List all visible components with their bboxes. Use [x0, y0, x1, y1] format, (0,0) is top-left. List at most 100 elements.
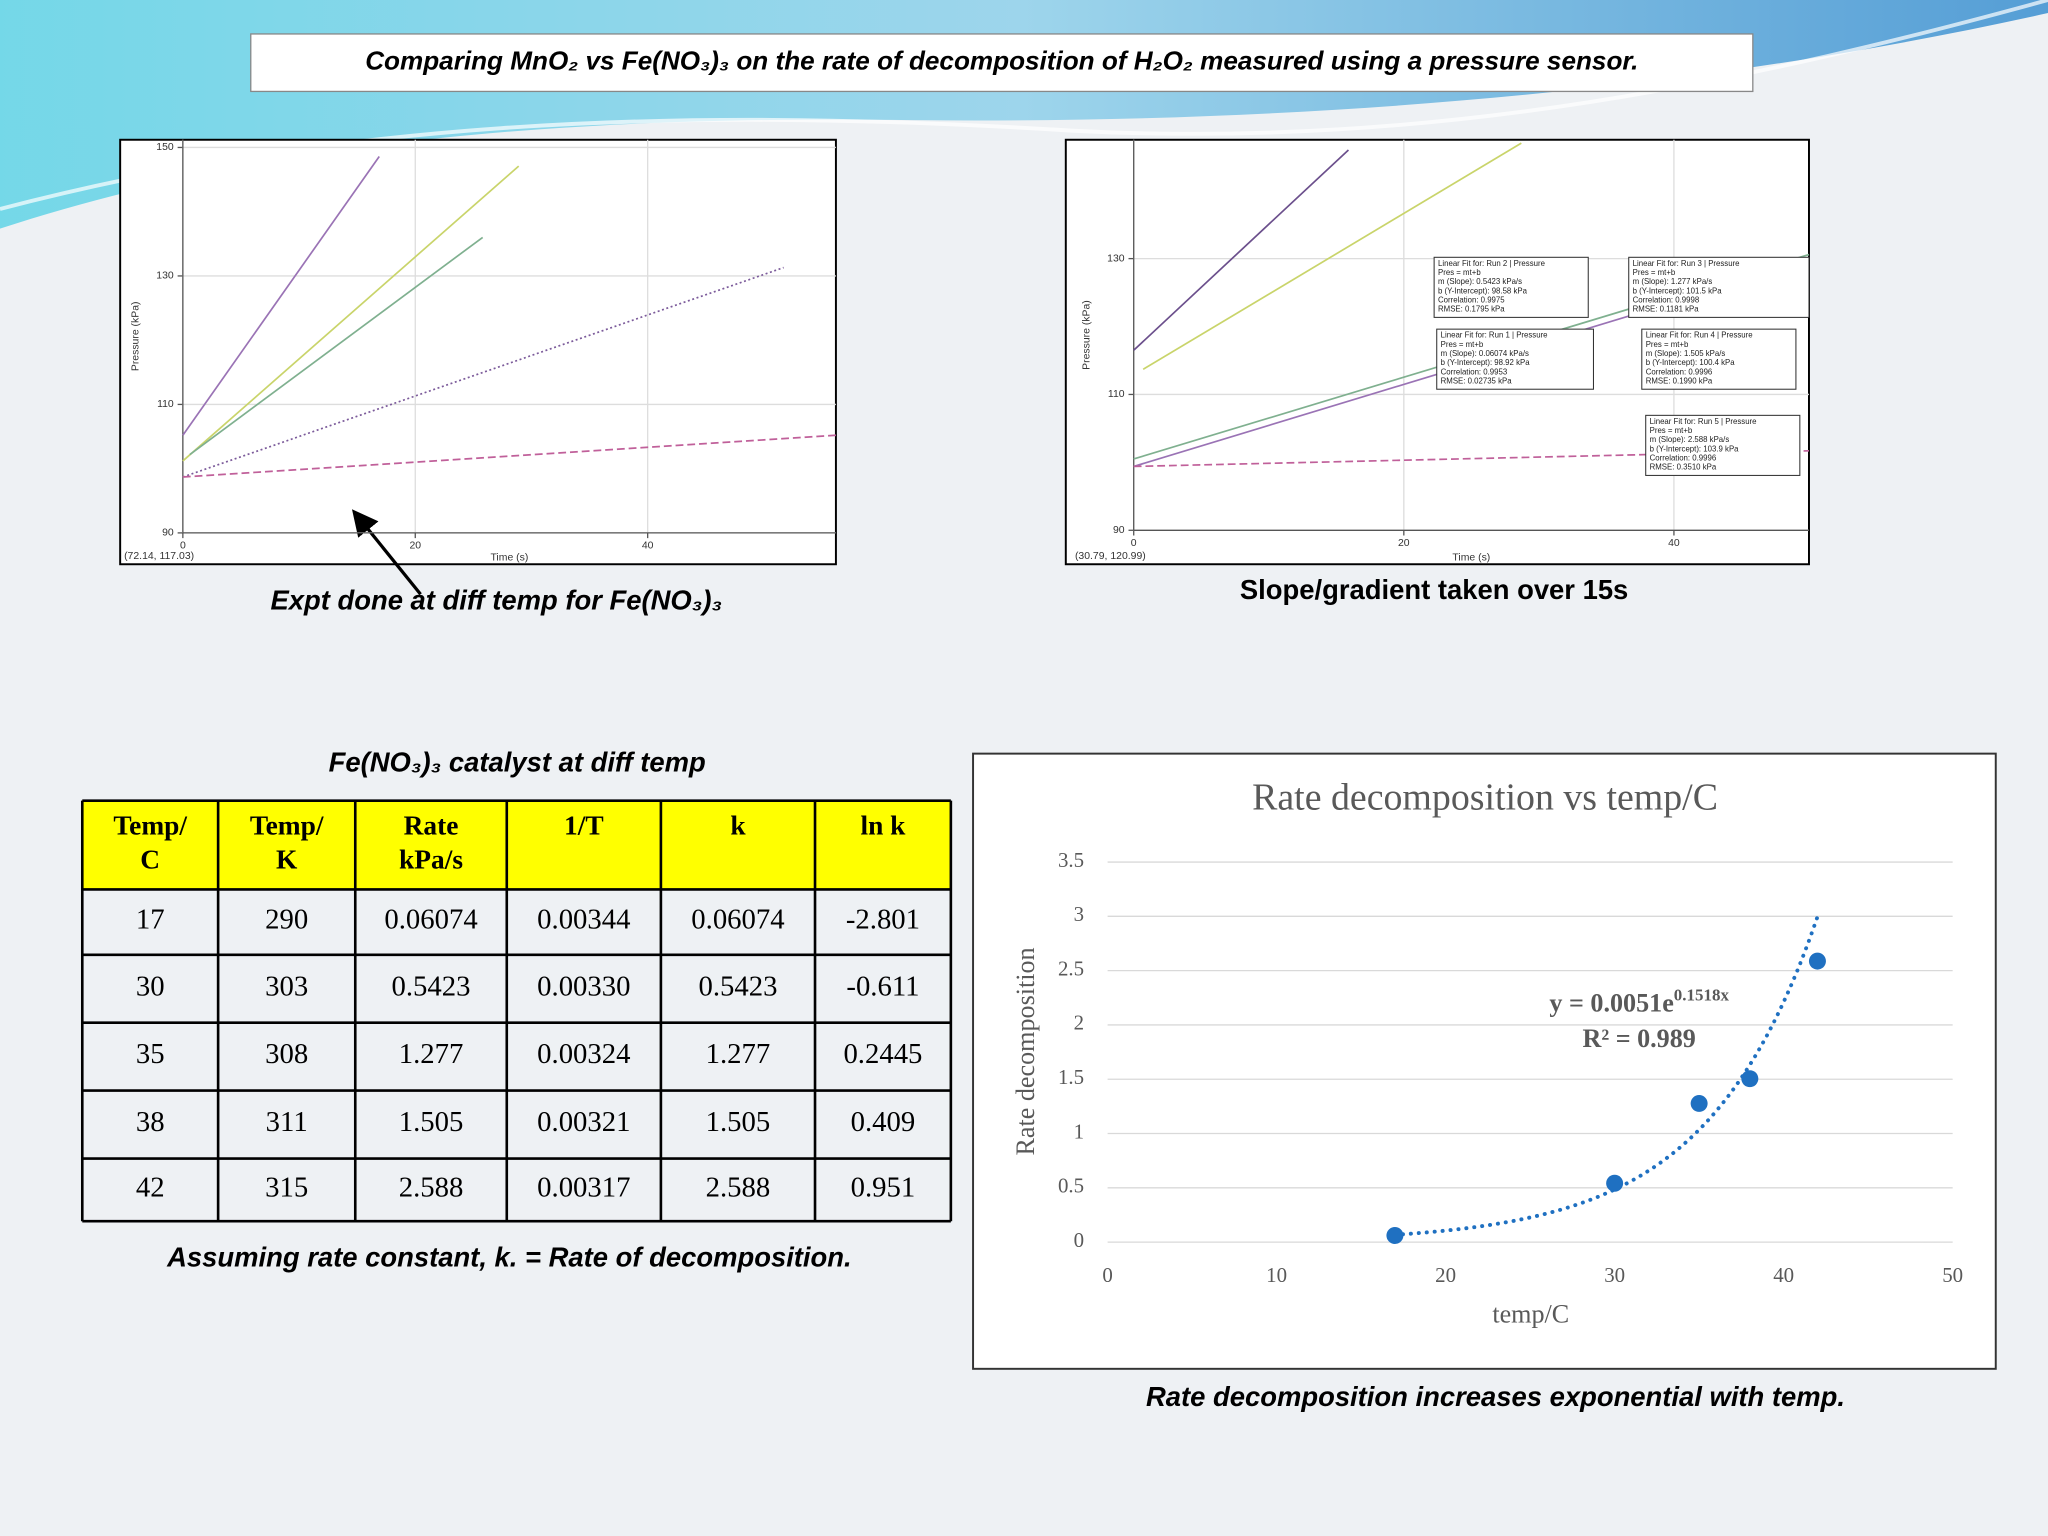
- table-cell: 1.505: [399, 1106, 464, 1138]
- fit-text: Correlation: 0.9996: [1646, 367, 1713, 376]
- caption: Slope/gradient taken over 15s: [1240, 574, 1628, 605]
- table-cell: 0.951: [851, 1171, 916, 1203]
- x-axis-label: temp/C: [1492, 1300, 1569, 1329]
- data-point: [1741, 1070, 1759, 1088]
- table-header: K: [276, 844, 298, 874]
- series-line: [182, 434, 836, 478]
- title-box: [250, 33, 1754, 93]
- x-tick-label: 0: [1102, 1263, 1112, 1287]
- y-tick-label: 130: [156, 271, 174, 282]
- table-cell: 0.00344: [537, 904, 630, 936]
- data-point: [1808, 952, 1826, 970]
- table-cell: 308: [265, 1038, 308, 1070]
- r-squared: R² = 0.989: [1582, 1024, 1695, 1053]
- fit-text: Pres = mt+b: [1438, 268, 1481, 277]
- table-cell: 0.06074: [691, 904, 784, 936]
- series-line: [1133, 449, 1809, 468]
- table-cell: 17: [136, 904, 165, 936]
- fit-text: Pres = mt+b: [1646, 340, 1689, 349]
- table-cell: 1.505: [706, 1106, 771, 1138]
- fit-text: b (Y-Intercept): 98.92 kPa: [1441, 358, 1531, 367]
- fit-text: RMSE: 0.02735 kPa: [1441, 376, 1513, 385]
- caption: Rate decomposition increases exponential…: [1146, 1381, 1845, 1412]
- table-cell: 0.06074: [384, 904, 477, 936]
- table-cell: 1.277: [399, 1038, 464, 1070]
- series-line: [1133, 149, 1350, 351]
- fit-text: Linear Fit for: Run 1 | Pressure: [1441, 331, 1548, 340]
- fit-text: b (Y-Intercept): 101.5 kPa: [1633, 286, 1723, 295]
- table-title: Fe(NO₃)₃ catalyst at diff temp: [329, 746, 706, 777]
- y-tick-label: 0: [1074, 1228, 1084, 1252]
- scatter-chart-frame: [972, 752, 1997, 1370]
- fit-text: RMSE: 0.1181 kPa: [1633, 305, 1700, 314]
- fit-text: Linear Fit for: Run 5 | Pressure: [1650, 417, 1757, 426]
- coordinates: (72.14, 117.03): [124, 551, 194, 562]
- fit-text: Correlation: 0.9996: [1650, 454, 1717, 463]
- sensor-chart-frame: [119, 138, 837, 566]
- y-tick-label: 150: [156, 142, 174, 153]
- table-cell: 42: [136, 1171, 165, 1203]
- x-axis-label: Time (s): [490, 552, 528, 563]
- table-header: ln k: [860, 810, 906, 840]
- table-cell: -2.801: [846, 904, 920, 936]
- trend-equation: y = 0.0051e0.1518x: [1549, 985, 1729, 1017]
- caption: Assuming rate constant, k. = Rate of dec…: [166, 1241, 852, 1272]
- fit-text: Linear Fit for: Run 4 | Pressure: [1646, 331, 1753, 340]
- y-tick-label: 2: [1074, 1011, 1084, 1035]
- x-tick-label: 0: [180, 541, 186, 552]
- fit-text: Pres = mt+b: [1650, 426, 1693, 435]
- fit-text: Pres = mt+b: [1441, 340, 1484, 349]
- table-cell: 0.5423: [392, 970, 471, 1002]
- table-cell: 1.277: [706, 1038, 771, 1070]
- series-line: [1142, 142, 1522, 371]
- series-line: [189, 236, 484, 456]
- table-cell: 0.5423: [698, 970, 777, 1002]
- table-cell: 303: [265, 970, 308, 1002]
- fit-text: RMSE: 0.1795 kPa: [1438, 305, 1505, 314]
- table-header: kPa/s: [399, 844, 463, 874]
- slide-title: Comparing MnO₂ vs Fe(NO₃)₃ on the rate o…: [365, 46, 1638, 76]
- y-axis-label: Rate decomposition: [1011, 947, 1040, 1155]
- table-header: 1/T: [564, 810, 604, 840]
- fit-text: m (Slope): 1.277 kPa/s: [1633, 277, 1713, 286]
- trendline: [1392, 914, 1820, 1237]
- x-tick-label: 10: [1266, 1263, 1287, 1287]
- fit-text: Correlation: 0.9998: [1633, 295, 1700, 304]
- table-cell: 0.00324: [537, 1038, 630, 1070]
- y-tick-label: 3.5: [1058, 848, 1084, 872]
- x-tick-label: 40: [642, 541, 654, 552]
- table-cell: 315: [265, 1171, 308, 1203]
- x-tick-label: 20: [1435, 1263, 1456, 1287]
- y-tick-label: 130: [1107, 253, 1125, 264]
- fit-text: RMSE: 0.3510 kPa: [1650, 463, 1717, 472]
- fit-text: b (Y-Intercept): 100.4 kPa: [1646, 358, 1736, 367]
- y-tick-label: 2.5: [1058, 956, 1084, 980]
- fit-text: m (Slope): 2.588 kPa/s: [1650, 435, 1730, 444]
- fit-text: Linear Fit for: Run 2 | Pressure: [1438, 259, 1545, 268]
- y-axis-label: Pressure (kPa): [1081, 300, 1092, 370]
- table-cell: 311: [266, 1106, 308, 1138]
- table-cell: 0.00321: [537, 1106, 630, 1138]
- table-cell: 0.00330: [537, 970, 630, 1002]
- fit-text: b (Y-Intercept): 98.58 kPa: [1438, 286, 1528, 295]
- fit-text: m (Slope): 1.505 kPa/s: [1646, 349, 1726, 358]
- table-header: k: [730, 810, 746, 840]
- y-tick-label: 3: [1074, 902, 1084, 926]
- x-tick-label: 40: [1668, 538, 1680, 549]
- table-cell: -0.611: [846, 970, 919, 1002]
- table-header-bg: [82, 800, 951, 890]
- x-tick-label: 50: [1942, 1263, 1963, 1287]
- y-tick-label: 110: [1108, 389, 1125, 400]
- equation-exponent: 0.1518x: [1674, 985, 1730, 1004]
- y-tick-label: 0.5: [1058, 1174, 1084, 1198]
- series-line: [182, 155, 380, 436]
- data-point: [1606, 1174, 1624, 1192]
- y-tick-label: 90: [1113, 525, 1125, 536]
- coordinates: (30.79, 120.99): [1075, 551, 1146, 562]
- x-tick-label: 20: [409, 541, 421, 552]
- fit-box: [1433, 256, 1589, 318]
- fit-text: Linear Fit for: Run 3 | Pressure: [1633, 259, 1740, 268]
- table-cell: 38: [136, 1106, 165, 1138]
